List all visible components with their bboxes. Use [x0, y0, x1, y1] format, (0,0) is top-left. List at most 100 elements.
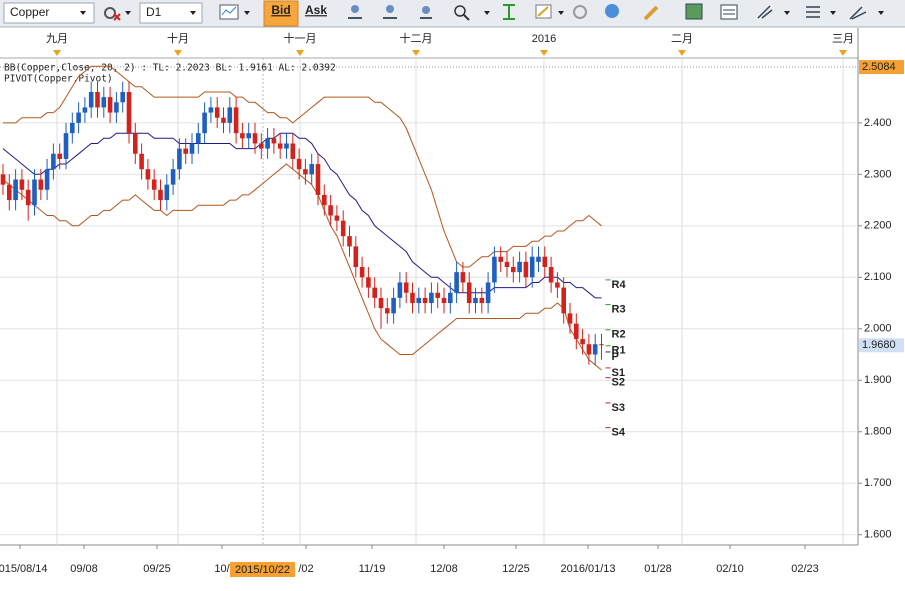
candle-body: [158, 189, 163, 201]
symbol-select[interactable]: [3, 2, 95, 24]
timeframe-select[interactable]: [139, 2, 203, 24]
candle-body: [498, 256, 503, 262]
candle-body: [57, 153, 62, 159]
icon[interactable]: [643, 5, 659, 21]
y-tick-label: 1.900: [864, 374, 892, 386]
candle-body: [391, 297, 396, 314]
candle-body: [101, 97, 107, 108]
candle-body: [177, 148, 182, 170]
pivot-legend: PIVOT(Copper,Pivot): [4, 74, 113, 85]
candle-body: [309, 164, 314, 175]
month-marker: [839, 50, 847, 56]
candle-body: [164, 184, 170, 201]
icon[interactable]: [383, 5, 397, 19]
candle-body: [38, 179, 44, 190]
month-label: 九月: [46, 32, 68, 45]
icon[interactable]: [503, 4, 515, 20]
candle-body: [277, 143, 283, 149]
candle-body: [473, 297, 478, 304]
candle-body: [76, 112, 81, 123]
month-label: 三月: [832, 33, 854, 45]
month-marker: [174, 50, 182, 56]
candle-body: [202, 112, 207, 134]
candle-body: [13, 179, 18, 201]
candle-body: [574, 323, 579, 340]
candle-body: [233, 107, 239, 134]
x-tick-label: 2015/08/14: [0, 563, 48, 575]
candle-body: [561, 287, 566, 314]
pivot-label: S3: [612, 402, 625, 414]
dropdown-arrow: [878, 11, 884, 15]
candle-body: [208, 107, 214, 113]
candle-body: [334, 215, 340, 221]
y-tick-label: 2.300: [864, 168, 892, 180]
symbol-text: Copper: [10, 5, 49, 19]
candle-body: [340, 220, 346, 237]
candle-body: [397, 282, 403, 298]
x-tick-label: 09/08: [70, 563, 98, 575]
candle-body: [372, 287, 377, 298]
pivot-label: S4: [612, 427, 626, 439]
icon[interactable]: [806, 6, 820, 18]
ask-text[interactable]: Ask: [305, 3, 327, 17]
candle-body: [296, 158, 302, 170]
y-tick-label: 2.200: [864, 220, 892, 232]
candle-body: [183, 148, 188, 154]
candle-body: [599, 344, 604, 346]
candle-body: [347, 236, 352, 247]
candle-body: [246, 133, 251, 139]
icon[interactable]: [454, 5, 470, 21]
candle-body: [120, 91, 125, 103]
candle-body: [529, 256, 535, 278]
candle-body: [448, 292, 453, 304]
crosshair-date-box: [230, 562, 295, 577]
candle-body: [378, 297, 384, 309]
candle-body: [151, 179, 157, 190]
candle-body: [214, 107, 220, 118]
bb-upper: [3, 65, 602, 268]
candle-body: [51, 153, 56, 170]
month-label: 十二月: [400, 31, 433, 45]
month-bar: [0, 28, 858, 46]
candle-body: [454, 272, 459, 293]
icon[interactable]: [720, 4, 738, 20]
candle-body: [385, 308, 390, 314]
candle-body: [429, 292, 434, 304]
x-tick-label: 02/10: [716, 563, 744, 575]
bid-text: Bid: [271, 3, 290, 17]
month-marker: [53, 50, 61, 56]
x-tick-label: 02/23: [791, 563, 819, 575]
candle-body: [19, 179, 25, 190]
icon[interactable]: [535, 4, 552, 19]
icon[interactable]: [605, 4, 619, 18]
icon[interactable]: [420, 6, 432, 19]
month-marker: [540, 50, 548, 56]
icon[interactable]: [685, 3, 703, 20]
icon[interactable]: [573, 5, 587, 19]
candle-body: [126, 91, 132, 134]
high-price-box: [859, 60, 904, 75]
dropdown-arrow: [830, 11, 836, 15]
x-tick-label: 09/25: [143, 563, 171, 575]
candle-body: [441, 297, 447, 304]
candle-body: [460, 272, 466, 283]
icon[interactable]: [219, 4, 239, 20]
candle-body: [523, 261, 529, 278]
candle-body: [536, 256, 541, 262]
candle-body: [88, 91, 94, 108]
icon[interactable]: [104, 7, 121, 21]
pivot-label: R1: [612, 345, 626, 357]
y-tick-label: 2.400: [864, 117, 892, 129]
candle-body: [0, 174, 6, 185]
candle-body: [410, 292, 415, 304]
icon[interactable]: [849, 6, 867, 20]
icon[interactable]: [757, 5, 773, 19]
timeframe-text: D1: [146, 5, 162, 19]
icon[interactable]: [348, 5, 362, 19]
month-marker: [678, 50, 686, 56]
candle-body: [322, 194, 327, 206]
candle-body: [492, 256, 497, 283]
bid-button[interactable]: [263, 0, 299, 27]
y-tick-label: 1.700: [864, 477, 892, 489]
